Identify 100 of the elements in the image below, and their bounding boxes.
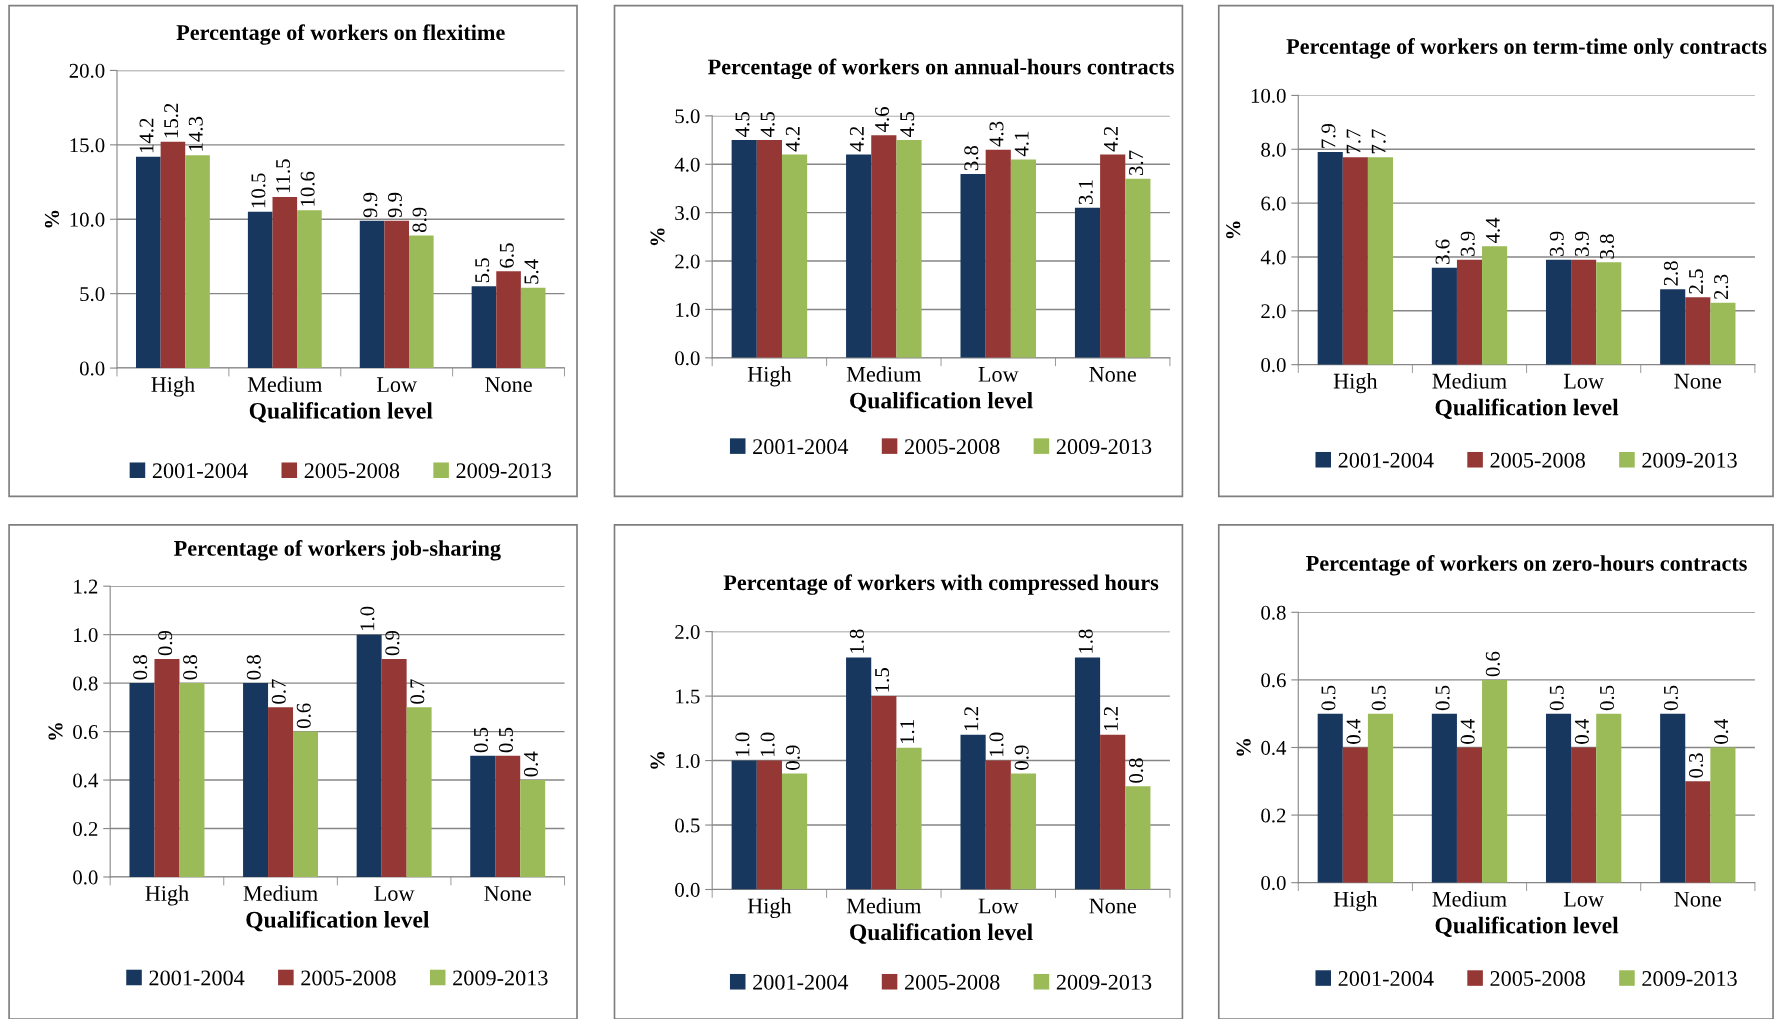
y-tick-label: 0.0: [73, 870, 98, 885]
data-label: 0.5: [498, 727, 514, 753]
bar: [1596, 262, 1622, 365]
y-tick-label: 2.0: [675, 624, 700, 640]
legend-label: 2005-2008: [904, 974, 1000, 990]
y-axis-title: %: [650, 228, 665, 246]
y-tick-label: 10.0: [1251, 88, 1286, 103]
data-label: 2.5: [1689, 269, 1704, 294]
data-label: 4.2: [785, 126, 800, 152]
bar: [731, 140, 757, 358]
x-tick-label: High: [747, 897, 792, 919]
x-tick-label: None: [1089, 898, 1136, 914]
data-label: 1.8: [849, 629, 864, 653]
y-tick-label: 0.4: [73, 773, 99, 788]
y-tick-label: 0.0: [1261, 358, 1286, 373]
data-label: 0.5: [1549, 685, 1564, 711]
data-label: 0.5: [1371, 685, 1386, 711]
chart-title: Percentage of workers on term-time only contracts: [1286, 38, 1767, 59]
x-tick-label: High: [1333, 891, 1378, 912]
data-label: 7.7: [1346, 129, 1361, 154]
bar: [1125, 178, 1151, 358]
bar: [520, 287, 546, 369]
bar: [1367, 713, 1394, 883]
bar: [1100, 734, 1126, 890]
bar: [1342, 157, 1368, 365]
bar: [1367, 157, 1394, 365]
data-label: 3.9: [1460, 231, 1475, 256]
y-axis-title: %: [44, 210, 60, 228]
bar: [985, 149, 1011, 358]
bar: [871, 696, 897, 890]
y-tick-label: 5.0: [675, 109, 700, 124]
bar: [1317, 151, 1343, 365]
bar: [781, 154, 808, 358]
data-label: 1.5: [875, 668, 890, 692]
bar: [1571, 259, 1597, 365]
x-tick-label: High: [151, 376, 195, 397]
data-label: 4.2: [849, 126, 864, 152]
bar: [1010, 773, 1037, 890]
y-axis-title: %: [1236, 739, 1251, 756]
data-label: 6.5: [499, 243, 514, 268]
y-tick-label: 0.6: [73, 724, 98, 740]
y-tick-label: 10.0: [70, 212, 105, 227]
data-label: 0.6: [296, 703, 311, 729]
y-axis-title: %: [48, 723, 63, 740]
y-tick-label: 1.0: [676, 302, 700, 317]
bar: [985, 760, 1011, 890]
x-axis-title: Qualification level: [1435, 916, 1619, 937]
bar: [247, 211, 273, 369]
y-tick-label: 3.0: [675, 206, 700, 221]
chart-title: Percentage of workers on annual-hours contracts: [708, 58, 1174, 80]
x-tick-label: None: [484, 886, 532, 901]
bar: [293, 731, 319, 877]
chart-title: Percentage of workers on flexitime: [176, 24, 505, 45]
y-tick-label: 4.0: [674, 157, 700, 172]
data-label: 3.9: [1549, 231, 1564, 256]
legend-label: 2001-2004: [152, 463, 248, 479]
bar: [129, 683, 155, 877]
y-tick-label: 4.0: [1260, 250, 1286, 265]
data-label: 9.9: [363, 192, 378, 218]
legend-label: 2009-2013: [1642, 452, 1737, 468]
bar: [471, 286, 497, 369]
data-label: 4.2: [1103, 126, 1119, 152]
legend-label: 2001-2004: [1338, 971, 1434, 987]
y-tick-label: 0.8: [73, 676, 98, 691]
x-tick-label: Medium: [247, 376, 323, 393]
y-axis-title: %: [650, 752, 665, 769]
x-axis-title: Qualification level: [850, 391, 1033, 413]
y-tick-label: 1.0: [676, 753, 700, 769]
data-label: 3.8: [1599, 234, 1615, 259]
x-tick-label: Low: [978, 367, 1019, 382]
y-tick-label: 0.0: [1261, 876, 1286, 891]
data-label: 3.8: [964, 145, 979, 171]
bar: [1431, 713, 1457, 883]
data-label: 11.5: [276, 159, 291, 193]
legend-label: 2001-2004: [753, 439, 849, 455]
data-label: 0.4: [1346, 719, 1361, 744]
x-tick-label: Medium: [1432, 891, 1507, 907]
y-tick-label: 0.2: [73, 821, 98, 837]
x-axis-title: Qualification level: [249, 401, 433, 423]
x-tick-label: High: [145, 885, 189, 906]
bar: [1710, 302, 1736, 365]
data-label: 4.6: [875, 107, 890, 133]
bar: [1710, 747, 1736, 883]
bar: [1685, 781, 1711, 883]
bar: [756, 140, 782, 358]
x-tick-label: Medium: [1432, 372, 1507, 389]
data-label: 0.5: [1321, 685, 1336, 711]
x-tick-label: Low: [376, 377, 417, 393]
bar: [960, 734, 986, 890]
y-tick-label: 15.0: [70, 138, 105, 153]
data-label: 0.8: [1129, 758, 1144, 783]
bar: [154, 658, 180, 877]
legend-label: 2009-2013: [456, 463, 551, 479]
y-tick-label: 0.2: [1261, 808, 1286, 823]
y-tick-label: 5.0: [80, 287, 105, 302]
bar: [1571, 747, 1597, 883]
y-tick-label: 1.5: [676, 689, 700, 704]
data-label: 3.7: [1129, 150, 1144, 176]
chart-title: Percentage of workers with compressed hours: [723, 574, 1159, 595]
x-tick-label: None: [485, 377, 532, 393]
